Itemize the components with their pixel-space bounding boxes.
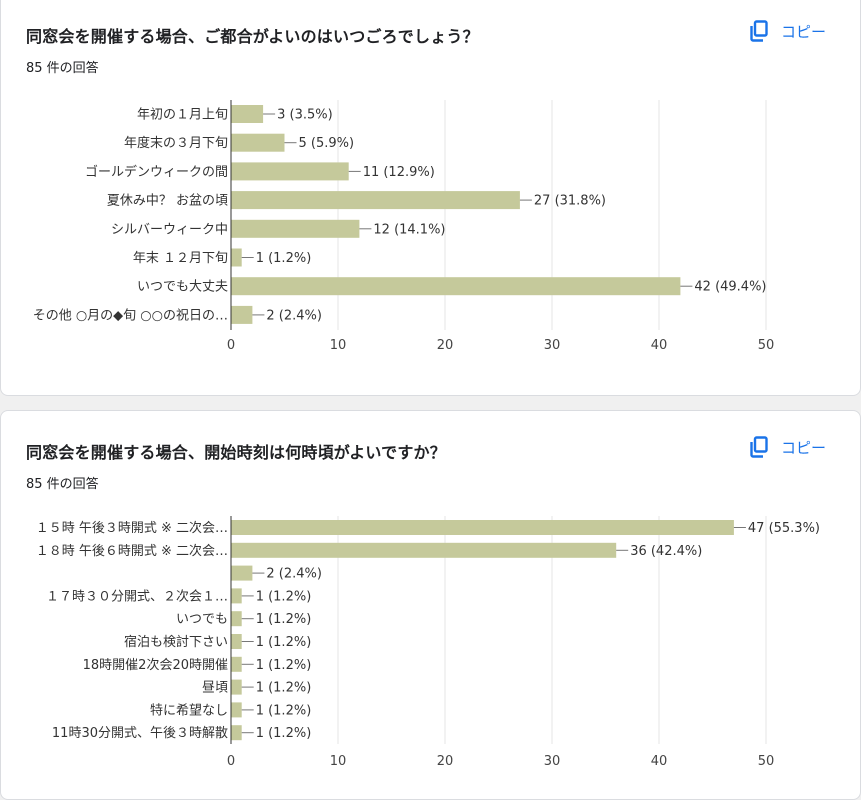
copy-label: コピー xyxy=(781,438,827,457)
question-title: 同窓会を開催する場合、開始時刻は何時頃がよいですか？ xyxy=(26,443,446,462)
question-card-2: 同窓会を開催する場合、開始時刻は何時頃がよいですか？ 85 件の回答 コピー xyxy=(0,410,861,800)
copy-icon xyxy=(750,20,768,42)
copy-label: コピー xyxy=(781,22,827,41)
copy-button[interactable]: コピー xyxy=(749,436,826,458)
copy-icon xyxy=(750,436,768,458)
response-count: 85 件の回答 xyxy=(26,477,99,492)
copy-button[interactable]: コピー xyxy=(749,20,826,42)
question-title: 同窓会を開催する場合、ご都合がよいのはいつごろでしょう？ xyxy=(26,27,479,46)
response-count: 85 件の回答 xyxy=(26,61,99,76)
question-card-1: 同窓会を開催する場合、ご都合がよいのはいつごろでしょう？ 85 件の回答 コピー xyxy=(0,0,861,396)
